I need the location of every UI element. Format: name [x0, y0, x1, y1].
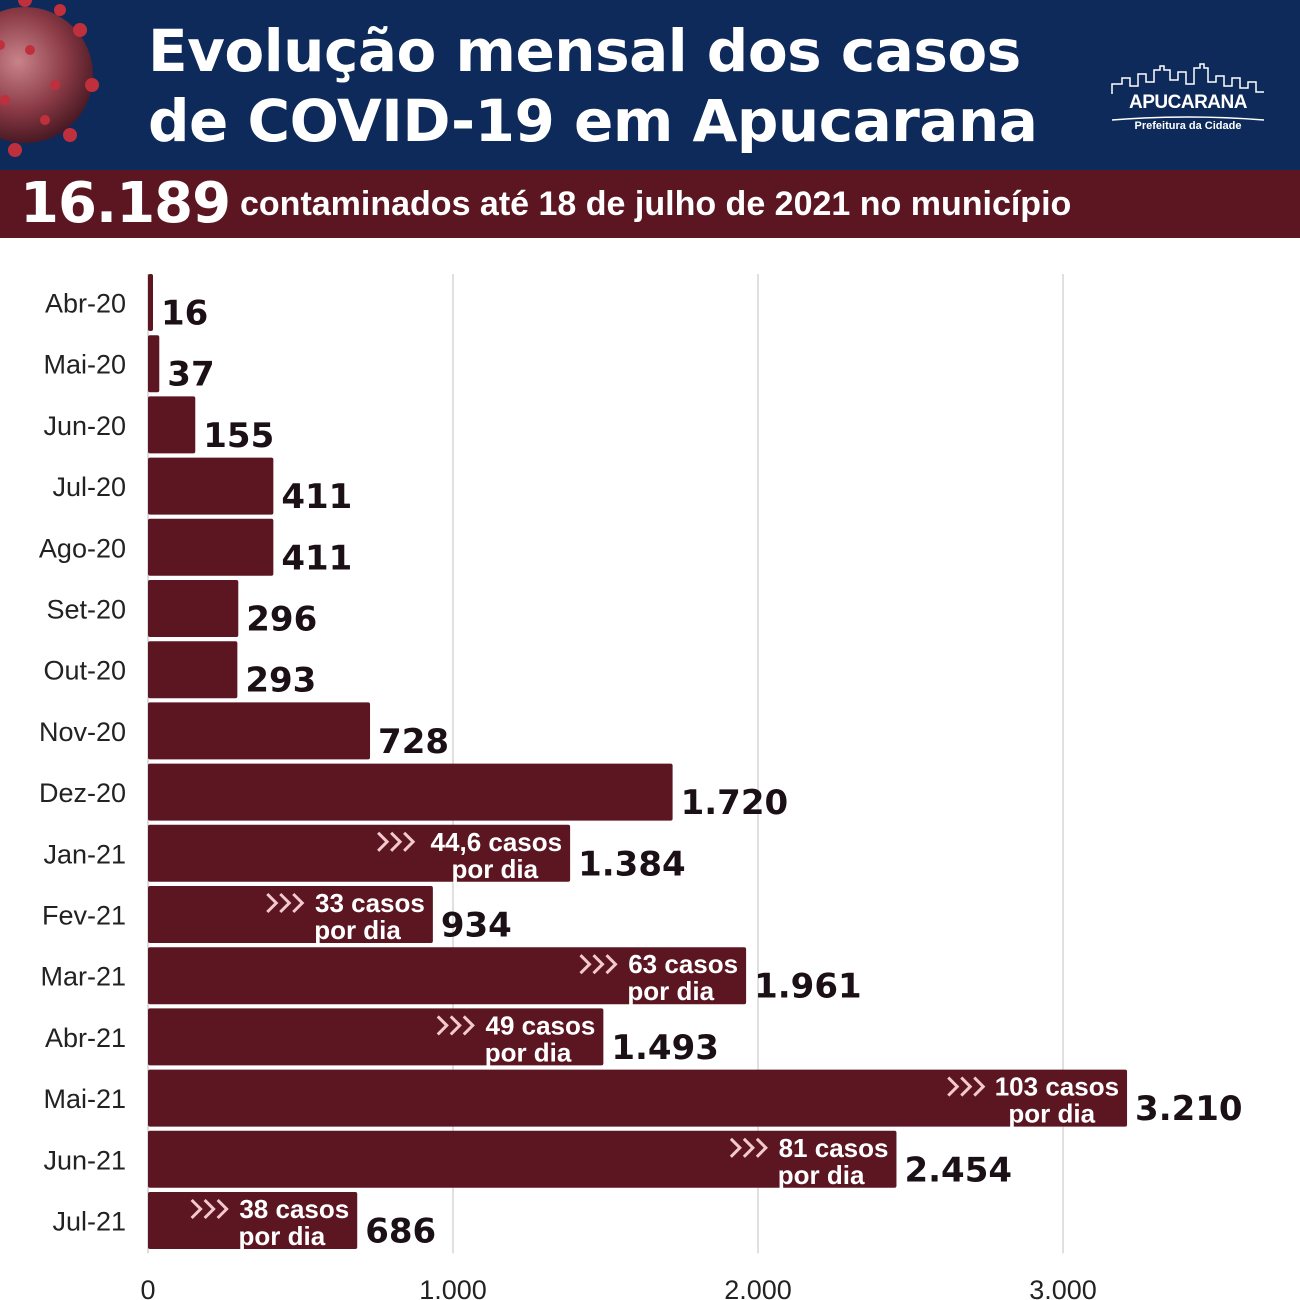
- x-tick-label: 2.000: [724, 1275, 792, 1300]
- category-label: Mar-21: [40, 962, 126, 992]
- city-logo: APUCARANA Prefeitura da Cidade: [1108, 62, 1273, 142]
- total-banner: 16.189 contaminados até 18 de julho de 2…: [0, 170, 1300, 238]
- value-label: 934: [441, 906, 512, 946]
- annotation-line-1: 63 casos: [628, 949, 738, 979]
- logo-swoosh: [1111, 116, 1265, 121]
- bars: [148, 274, 1128, 1249]
- category-label: Jul-20: [52, 472, 126, 502]
- annotation-line-2: por dia: [314, 915, 401, 945]
- value-label: 2.454: [904, 1150, 1012, 1190]
- bar: [148, 335, 160, 393]
- logo-name: APUCARANA: [1129, 92, 1247, 113]
- annotation-line-1: 81 casos: [779, 1133, 889, 1163]
- annotation-line-1: 33 casos: [315, 888, 425, 918]
- category-label: Jan-21: [43, 839, 126, 869]
- value-label: 1.384: [578, 844, 686, 884]
- value-label: 411: [281, 477, 352, 517]
- value-label: 3.210: [1135, 1089, 1243, 1129]
- annotation-line-2: por dia: [485, 1037, 572, 1067]
- title-line-1: Evolução mensal dos casos: [148, 17, 1021, 85]
- bar: [148, 1069, 1128, 1127]
- category-label: Abr-20: [45, 289, 126, 319]
- header: Evolução mensal dos casos de COVID-19 em…: [0, 0, 1300, 170]
- bar: [148, 886, 433, 943]
- skyline-icon: [1111, 63, 1264, 94]
- annotation-line-2: por dia: [451, 854, 538, 884]
- annotation-line-2: por dia: [627, 976, 714, 1006]
- x-tick-label: 0: [140, 1275, 155, 1300]
- chevrons-icon: [947, 1076, 986, 1097]
- annotation-line-1: 44,6 casos: [431, 827, 563, 857]
- x-tick-label: 3.000: [1029, 1275, 1097, 1300]
- annotation-line-2: por dia: [239, 1221, 326, 1251]
- value-label: 293: [245, 661, 316, 701]
- bar: [148, 1008, 604, 1066]
- category-label: Jun-21: [43, 1145, 126, 1175]
- bar: [148, 580, 239, 637]
- category-label: Jun-20: [43, 411, 126, 441]
- chevrons-icon: [579, 954, 618, 975]
- bar: [148, 824, 571, 882]
- category-label: Ago-20: [39, 533, 126, 563]
- category-label: Mai-21: [43, 1084, 126, 1114]
- x-tick-labels: 0 1.000 2.000 3.000: [140, 1275, 1096, 1300]
- annotation-line-2: por dia: [778, 1160, 865, 1190]
- category-label: Nov-20: [39, 717, 126, 747]
- coronavirus-icon: [0, 0, 99, 157]
- category-label: Dez-20: [39, 778, 126, 808]
- value-label: 1.720: [681, 783, 789, 823]
- category-label: Out-20: [43, 656, 126, 686]
- total-cases-number: 16.189: [20, 171, 231, 236]
- chevrons-icon: [190, 1198, 229, 1220]
- annotation-line-1: 38 casos: [239, 1194, 349, 1224]
- value-label: 155: [203, 416, 274, 456]
- annotation-line-2: por dia: [1008, 1099, 1095, 1129]
- bar: [148, 641, 238, 699]
- chevrons-icon: [266, 892, 305, 914]
- bar: [148, 1192, 358, 1249]
- chevrons-icon: [377, 831, 416, 852]
- chevrons-icon: [729, 1137, 768, 1158]
- annotation-line-1: 103 casos: [995, 1072, 1119, 1102]
- value-label: 728: [378, 722, 449, 762]
- x-tick-label: 1.000: [419, 1275, 487, 1300]
- value-label: 1.493: [611, 1028, 719, 1068]
- value-label: 296: [246, 600, 317, 640]
- value-label: 411: [281, 538, 352, 578]
- category-label: Fev-21: [42, 901, 126, 931]
- category-label: Set-20: [46, 595, 126, 625]
- category-label: Abr-21: [45, 1023, 126, 1053]
- category-label: Jul-21: [52, 1207, 126, 1237]
- bar: [148, 396, 196, 454]
- bar: [148, 947, 747, 1005]
- bar: [148, 702, 371, 760]
- title-line-2: de COVID-19 em Apucarana: [148, 87, 1038, 155]
- value-labels: 16371554114112962937281.7201.3849341.961…: [161, 294, 1243, 1252]
- category-label: Mai-20: [43, 350, 126, 380]
- value-label: 16: [161, 294, 208, 334]
- bar: [148, 1130, 897, 1188]
- monthly-cases-chart: Abr-20 Mai-20 Jun-20 Jul-20 Ago-20 Set-20 Out-…: [39, 274, 1243, 1300]
- bar: [148, 457, 274, 515]
- bar: [148, 274, 153, 331]
- chevrons-icon: [436, 1015, 475, 1036]
- value-label: 37: [167, 355, 214, 395]
- bar: [148, 518, 274, 576]
- total-cases-text: contaminados até 18 de julho de 2021 no …: [240, 185, 1072, 223]
- annotation-line-1: 49 casos: [485, 1010, 595, 1040]
- category-labels: Abr-20 Mai-20 Jun-20 Jul-20 Ago-20 Set-20 Out-…: [39, 289, 126, 1237]
- value-label: 686: [365, 1212, 436, 1252]
- value-label: 1.961: [754, 967, 862, 1007]
- bar: [148, 763, 673, 821]
- logo-subtitle: Prefeitura da Cidade: [1134, 120, 1242, 132]
